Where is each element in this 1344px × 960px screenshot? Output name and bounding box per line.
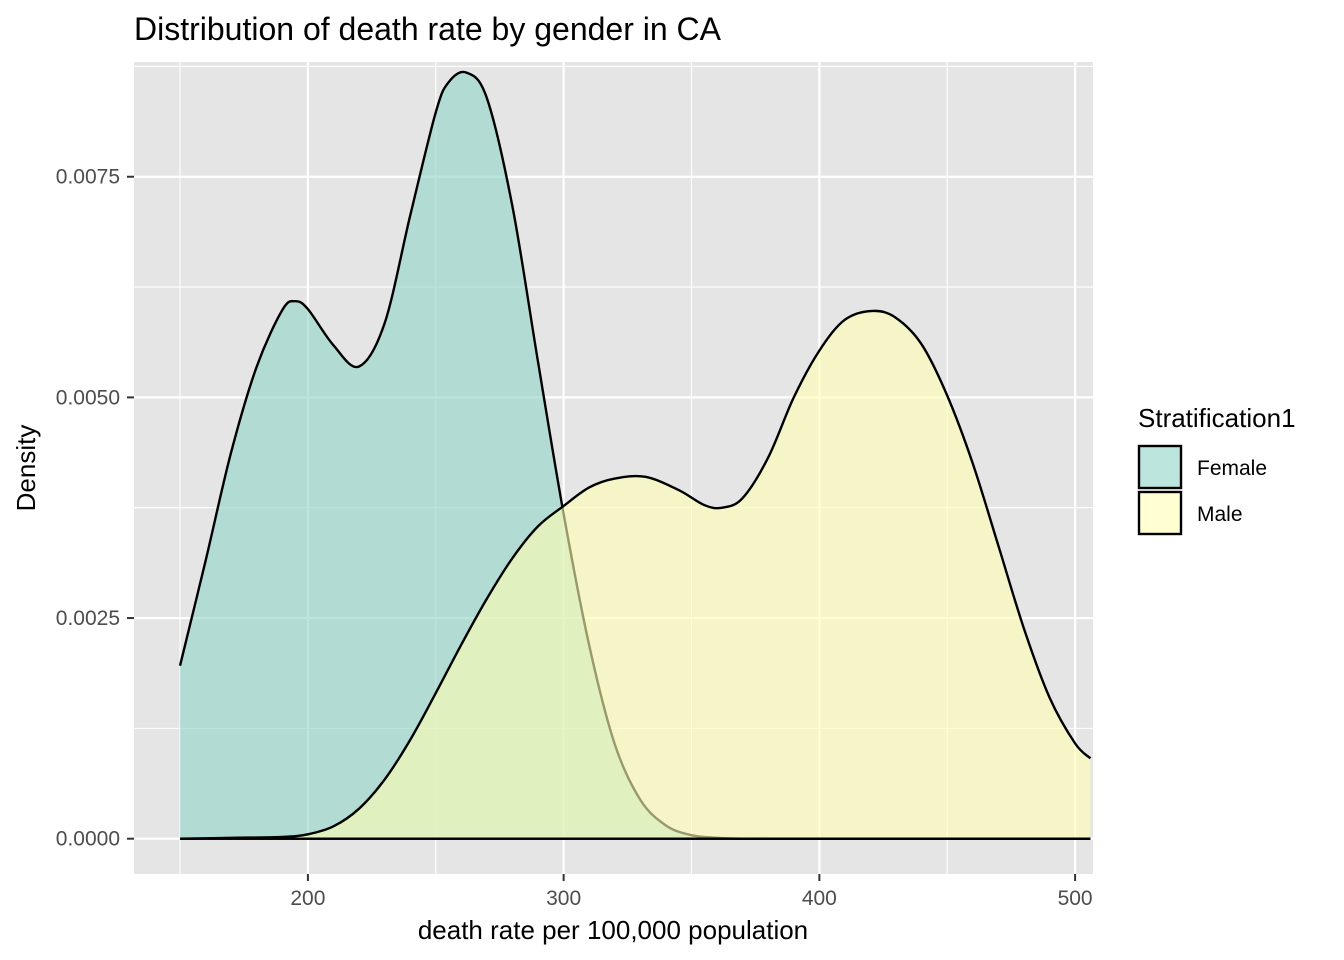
- y-tick-label: 0.0025: [56, 607, 120, 630]
- y-tick-label: 0.0075: [56, 166, 120, 189]
- y-tick-label: 0.0050: [56, 386, 120, 409]
- legend-label-female: Female: [1197, 457, 1267, 480]
- y-tick-label: 0.0000: [56, 828, 120, 851]
- y-axis: 0.0000 0.0025 0.0050 0.0075: [56, 166, 134, 851]
- legend-key-female: [1137, 444, 1183, 490]
- x-tick-label: 300: [546, 887, 581, 910]
- x-axis-title: death rate per 100,000 population: [418, 915, 808, 945]
- density-area-male: [180, 310, 1091, 839]
- y-axis-title: Density: [11, 425, 41, 512]
- chart-title: Distribution of death rate by gender in …: [134, 11, 722, 47]
- density-area-female: [180, 71, 1091, 839]
- density-areas: [178, 70, 1092, 840]
- x-tick-label: 500: [1058, 887, 1093, 910]
- legend: Stratification1 Female Male: [1137, 403, 1296, 536]
- density-line-male: [180, 309, 1092, 840]
- legend-title: Stratification1: [1138, 403, 1296, 433]
- legend-key-male: [1137, 490, 1183, 536]
- x-tick-label: 200: [290, 887, 325, 910]
- x-tick-label: 400: [802, 887, 837, 910]
- x-axis: 200 300 400 500: [290, 874, 1093, 910]
- legend-label-male: Male: [1197, 503, 1243, 526]
